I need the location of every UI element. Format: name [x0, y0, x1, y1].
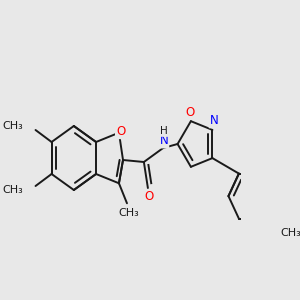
Text: H: H: [160, 126, 168, 136]
Text: CH₃: CH₃: [2, 185, 23, 195]
Text: N: N: [160, 134, 168, 148]
Text: O: O: [144, 190, 153, 203]
Text: O: O: [116, 125, 125, 138]
Text: CH₃: CH₃: [2, 121, 23, 131]
Text: O: O: [185, 106, 195, 119]
Text: CH₃: CH₃: [118, 208, 139, 218]
Text: N: N: [210, 114, 218, 128]
Text: CH₃: CH₃: [280, 228, 300, 238]
